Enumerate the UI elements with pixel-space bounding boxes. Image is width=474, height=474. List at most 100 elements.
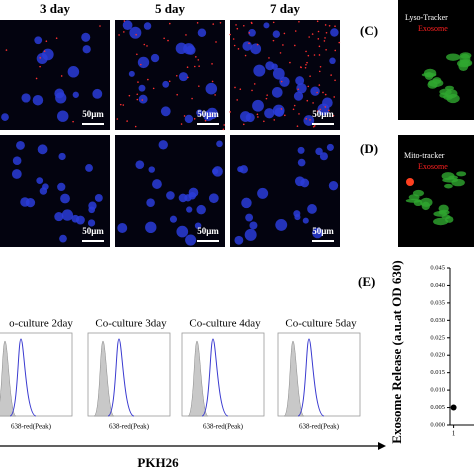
exosome-dot	[236, 99, 238, 101]
exosome-dot	[236, 27, 239, 30]
exosome-dot	[297, 88, 300, 91]
nucleus	[186, 206, 193, 213]
exosome-dot	[175, 74, 178, 77]
nucleus	[271, 87, 283, 98]
green-signal	[442, 177, 459, 183]
green-signal	[446, 53, 461, 61]
nucleus	[253, 64, 266, 77]
nucleus	[67, 66, 80, 78]
red-signal	[406, 178, 414, 186]
nucleus	[34, 36, 43, 45]
nucleus	[315, 147, 323, 156]
nucleus	[122, 20, 133, 31]
exosome-dot	[146, 45, 148, 47]
nucleus	[138, 94, 148, 104]
nucleus	[59, 234, 67, 243]
exosome-dot	[128, 94, 131, 97]
nucleus	[234, 235, 244, 245]
nucleus	[319, 152, 328, 161]
exosome-dot	[141, 99, 144, 101]
exosome-dot	[289, 61, 291, 64]
flow-frame	[181, 332, 265, 417]
control-peak	[0, 340, 17, 417]
micro-image	[0, 135, 110, 247]
y-tick-label: 0.025	[430, 334, 445, 341]
exosome-dot	[211, 63, 213, 65]
exosome-dot	[324, 93, 327, 96]
nucleus	[185, 234, 197, 246]
y-tick-label: 0.010	[430, 387, 445, 394]
exosome-dot	[35, 77, 38, 80]
exosome-dot	[325, 48, 327, 51]
scale-bar-label: 50μm	[312, 109, 334, 119]
nucleus	[135, 160, 145, 170]
exosome-dot	[211, 113, 213, 116]
panel-label: (E)	[358, 274, 375, 289]
nucleus	[92, 88, 103, 99]
nucleus	[1, 113, 9, 121]
column-title: 3 day	[40, 1, 70, 16]
nucleus	[297, 158, 306, 167]
nucleus	[279, 76, 290, 87]
nucleus	[60, 193, 70, 204]
exosome-dot	[72, 120, 74, 123]
nucleus	[128, 70, 135, 77]
exosome-dot	[306, 99, 309, 102]
y-tick-label: 0.000	[430, 421, 445, 428]
exosome-dot	[317, 38, 320, 40]
exosome-dot	[197, 59, 200, 61]
nucleus	[184, 114, 194, 124]
column-title: 7 day	[270, 1, 300, 16]
exosome-dot	[293, 104, 296, 107]
stain-label: Lyso-Tracker	[405, 13, 448, 22]
nucleus	[272, 30, 281, 38]
exosome-dot	[308, 36, 310, 38]
exosome-dot	[293, 44, 296, 47]
exosome-dot	[248, 32, 251, 34]
nucleus	[203, 110, 214, 122]
y-tick-label: 0.045	[430, 264, 445, 271]
exosome-dot	[334, 79, 336, 82]
nucleus	[250, 43, 262, 55]
exosome-dot	[39, 65, 41, 68]
fluorescence	[405, 52, 473, 226]
nucleus	[239, 165, 249, 174]
nucleus	[295, 76, 305, 86]
nucleus	[42, 183, 49, 190]
exosome-dot	[332, 114, 335, 117]
marker-label: Exosome	[418, 162, 448, 171]
exosome-dot	[229, 111, 231, 113]
nucleus	[240, 111, 251, 122]
nucleus	[307, 204, 317, 214]
exosome-peak	[9, 338, 37, 417]
chart: 0.000 0.005 0.010 0.015 0.020 0.025 0.030 0.035…	[430, 264, 474, 438]
exosome-dot	[169, 22, 171, 25]
nucleus	[146, 198, 155, 207]
exosome-dot	[219, 21, 222, 24]
exosome-dot	[319, 65, 322, 68]
exosome-dot	[279, 52, 282, 54]
exosome-dot	[305, 63, 307, 66]
nucleus	[264, 108, 275, 119]
nucleus	[138, 84, 146, 92]
exosome-peak	[107, 338, 135, 417]
exosome-dot	[272, 21, 275, 24]
nucleus	[94, 194, 103, 202]
exosome-dot	[168, 80, 171, 83]
exosome-dot	[119, 103, 122, 106]
exosome-dot	[298, 113, 300, 115]
green-signal	[433, 217, 449, 226]
exosome-dot	[328, 109, 330, 112]
exosome-dot	[239, 88, 242, 91]
exosome-dot	[272, 39, 275, 42]
exosome-dot	[223, 124, 226, 126]
data-point	[450, 404, 457, 411]
exosome-dot	[5, 49, 8, 51]
nucleus	[143, 22, 152, 30]
exosome-dot	[248, 42, 250, 45]
nucleus	[61, 209, 74, 221]
panel-label: (C)	[360, 23, 378, 38]
flow-title: o-culture 2day	[9, 318, 73, 330]
flow-title: Co-culture 3day	[95, 318, 167, 330]
nucleus	[150, 53, 160, 63]
